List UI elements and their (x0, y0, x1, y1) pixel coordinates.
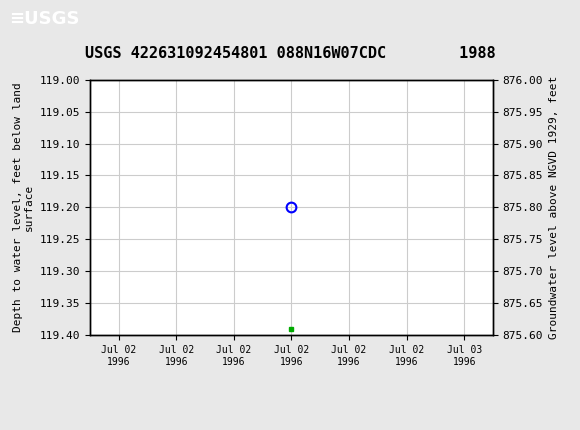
Text: USGS 422631092454801 088N16W07CDC        1988: USGS 422631092454801 088N16W07CDC 1988 (85, 46, 495, 61)
Legend: Period of approved data: Period of approved data (183, 429, 400, 430)
Text: ≡USGS: ≡USGS (9, 10, 79, 28)
Y-axis label: Depth to water level, feet below land
surface: Depth to water level, feet below land su… (13, 83, 34, 332)
Y-axis label: Groundwater level above NGVD 1929, feet: Groundwater level above NGVD 1929, feet (549, 76, 559, 339)
